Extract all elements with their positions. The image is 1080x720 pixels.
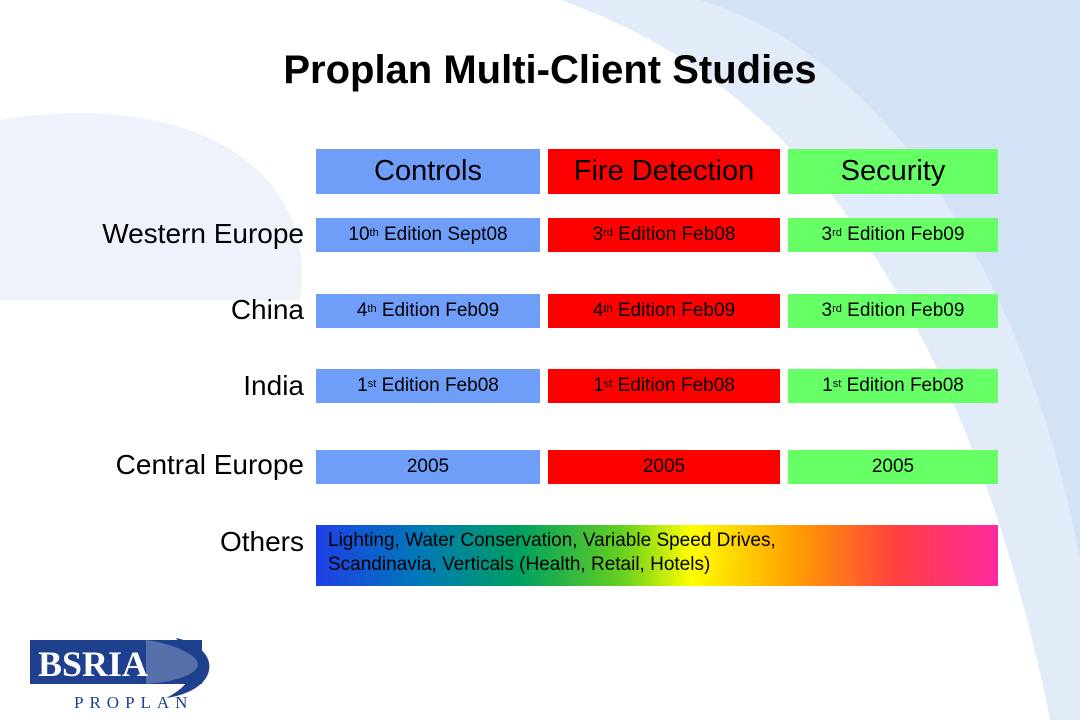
cell-central-europe-controls: 2005 (316, 450, 540, 484)
cell-central-europe-security: 2005 (788, 450, 998, 484)
cell-central-europe-fire-detection: 2005 (548, 450, 780, 484)
logo-subtitle: PROPLAN (74, 693, 193, 712)
row-label-china: China (230, 294, 304, 325)
logo-name: BSRIA (38, 644, 148, 684)
row-label-central-europe: Central Europe (115, 449, 304, 480)
others-line-1: Lighting, Water Conservation, Variable S… (328, 530, 776, 551)
others-line-2: Scandinavia, Verticals (Health, Retail, … (328, 554, 711, 575)
row-label-others: Others (219, 526, 304, 557)
row-label-western-europe: Western Europe (102, 218, 304, 249)
others-bar: Lighting, Water Conservation, Variable S… (316, 525, 998, 586)
column-header-fire-detection: Fire Detection (548, 149, 780, 194)
page-title: Proplan Multi-Client Studies (283, 48, 817, 92)
bsria-proplan-logo: BSRIA PROPLAN (30, 638, 210, 712)
column-header-security: Security (788, 149, 998, 194)
column-header-controls: Controls (316, 149, 540, 194)
row-label-india: India (243, 370, 304, 401)
